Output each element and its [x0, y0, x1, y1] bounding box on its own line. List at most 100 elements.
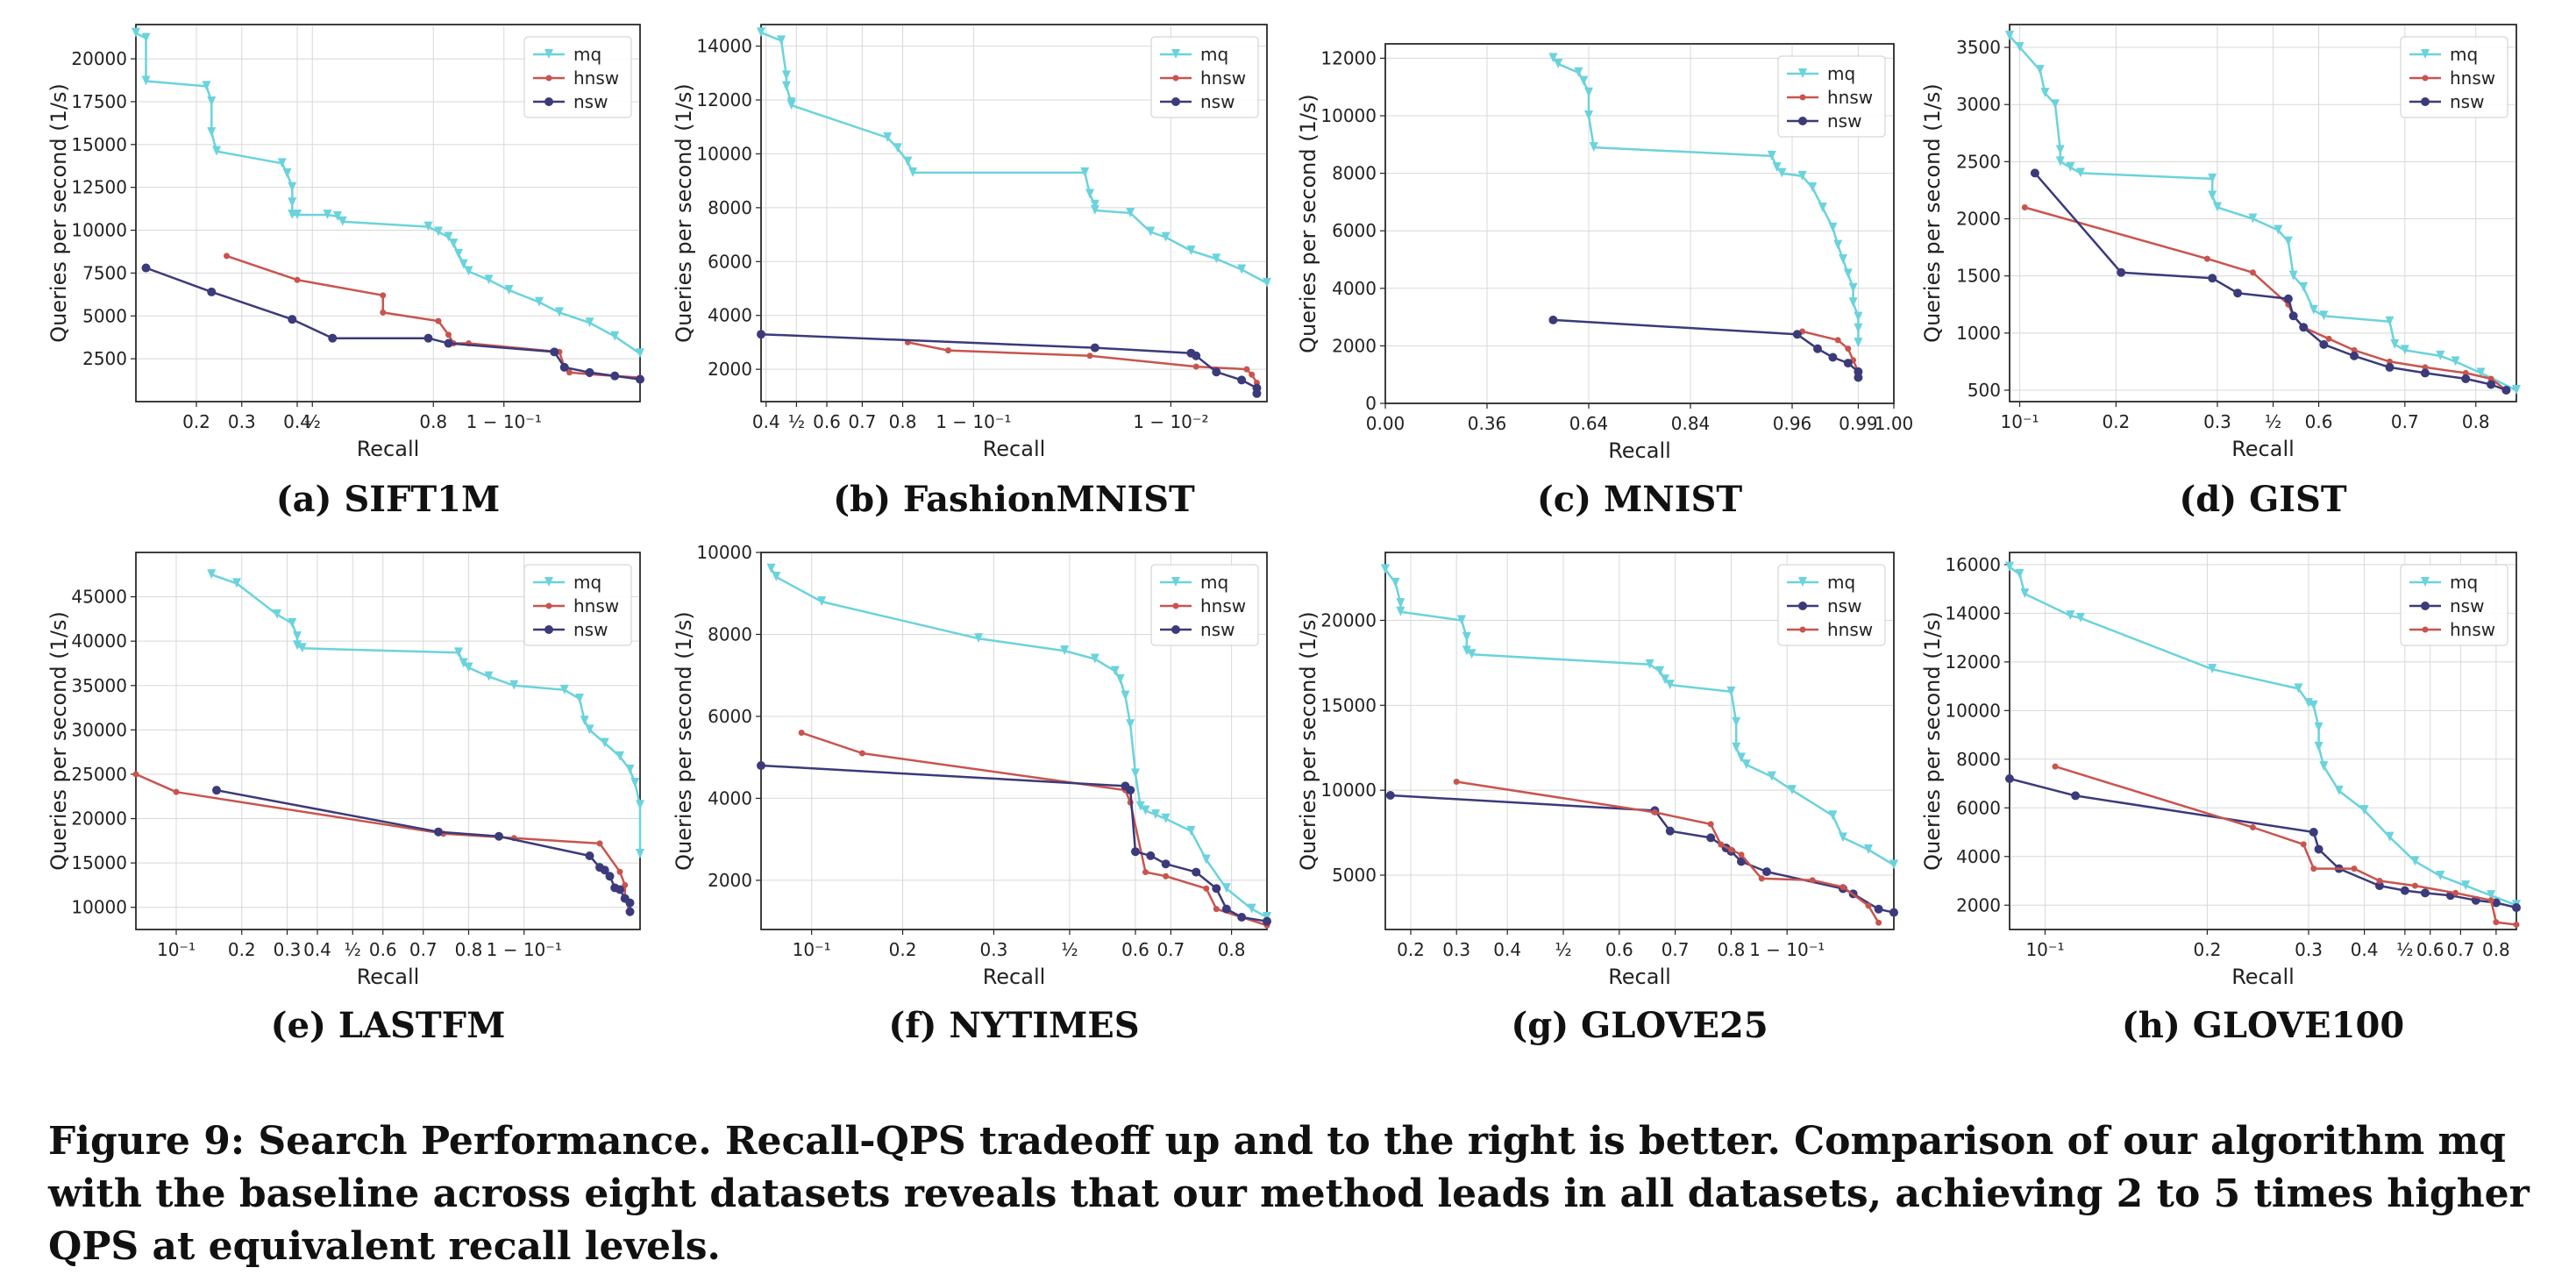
data-point-hnsw — [2300, 841, 2307, 848]
y-tick-label: 8000 — [1956, 749, 2001, 770]
legend-marker-nsw — [1798, 602, 1807, 610]
data-point-nsw — [1090, 343, 1099, 353]
x-tick-label: 0.7 — [2391, 411, 2419, 432]
series-nsw — [2005, 774, 2521, 913]
series-line-hnsw — [801, 731, 1268, 927]
legend-label-hnsw: hnsw — [1827, 87, 1873, 108]
data-point-nsw — [1854, 373, 1863, 382]
data-point-nsw — [212, 786, 221, 795]
legend-marker-nsw — [1798, 117, 1807, 125]
data-point-hnsw — [1192, 363, 1199, 370]
subfigure-caption: (a) SIFT1M — [276, 479, 501, 520]
legend-label-nsw: nsw — [1200, 619, 1235, 640]
x-tick-label: 1 − 10⁻¹ — [1749, 939, 1825, 960]
x-tick-label: 0.8 — [419, 411, 447, 432]
legend-marker-nsw — [544, 625, 553, 634]
data-point-hnsw — [2203, 255, 2210, 262]
data-point-mq — [2385, 316, 2395, 326]
y-tick-label: 15000 — [1320, 694, 1377, 716]
data-point-mq — [2040, 88, 2050, 98]
data-point-nsw — [1237, 912, 1247, 922]
legend-label-nsw: nsw — [573, 619, 608, 640]
y-tick-label: 25000 — [71, 764, 127, 785]
data-point-mq — [1767, 150, 1776, 160]
legend-label-mq: mq — [1200, 572, 1228, 593]
series-mq — [1548, 53, 1863, 348]
data-point-mq — [559, 684, 569, 694]
y-tick-label: 6000 — [1956, 797, 2001, 818]
y-tick-label: 3000 — [1956, 94, 2001, 115]
y-tick-label: 2000 — [1332, 335, 1377, 356]
data-point-mq — [1889, 859, 1898, 870]
y-tick-label: 8000 — [708, 623, 752, 645]
y-tick-label: 2500 — [82, 348, 127, 369]
data-point-mq — [555, 307, 564, 317]
data-point-mq — [2319, 310, 2329, 321]
data-point-hnsw — [2351, 865, 2358, 872]
data-point-mq — [1237, 264, 1247, 274]
data-point-hnsw — [2487, 375, 2494, 382]
data-point-hnsw — [435, 317, 442, 324]
data-point-mq — [2436, 350, 2445, 360]
data-point-mq — [484, 274, 494, 285]
data-point-mq — [2015, 568, 2025, 579]
figure-caption: Figure 9: Search Performance. Recall-QPS… — [48, 1119, 2530, 1269]
data-point-mq — [1854, 311, 1863, 322]
data-point-mq — [2309, 700, 2318, 710]
chart-panel-4: 10⁻¹ 0.2 0.3 ½ 0.6 0.7 0.8 500 1000 1500 2000 2500 3… — [1920, 24, 2521, 520]
x-tick-label: 0.6 — [2305, 411, 2333, 432]
data-point-mq — [1574, 67, 1583, 77]
legend-marker-hnsw — [2422, 626, 2429, 633]
x-tick-label: 1 − 10⁻¹ — [487, 939, 562, 960]
data-point-nsw — [1252, 388, 1262, 398]
data-point-mq — [293, 209, 302, 219]
legend-marker-nsw — [544, 97, 553, 106]
x-tick-label: 0.84 — [1671, 413, 1711, 434]
data-point-hnsw — [1203, 885, 1210, 892]
x-tick-label: 0.3 — [1442, 939, 1470, 960]
subfigure-caption: (h) GLOVE100 — [2122, 1005, 2404, 1046]
data-point-mq — [575, 693, 584, 703]
data-point-nsw — [1385, 790, 1395, 800]
data-point-mq — [2066, 161, 2075, 172]
x-tick-label: 0.6 — [1121, 939, 1149, 960]
data-point-mq — [1146, 226, 1156, 237]
data-point-mq — [2055, 156, 2065, 167]
data-point-nsw — [1828, 353, 1838, 362]
y-tick-label: 10000 — [696, 143, 752, 164]
data-point-hnsw — [2052, 763, 2059, 770]
x-tick-label: ½ — [2265, 411, 2281, 432]
y-tick-label: 14000 — [1945, 602, 2001, 623]
data-point-hnsw — [2452, 889, 2459, 896]
y-tick-label: 6000 — [708, 251, 752, 272]
y-tick-label: 4000 — [708, 787, 752, 808]
x-tick-label: 0.3 — [228, 411, 256, 432]
data-point-mq — [616, 751, 624, 761]
data-point-mq — [1864, 844, 1873, 854]
x-tick-label: 0.2 — [2102, 411, 2130, 432]
series-nsw — [2030, 168, 2511, 395]
x-tick-label: 0.4 — [303, 939, 331, 960]
data-point-mq — [1161, 813, 1171, 823]
legend-label-mq: mq — [1827, 572, 1855, 593]
chart-panel-2: 0.4 ½ 0.6 0.7 0.8 1 − 10⁻¹ 1 − 10⁻² 2000 4000 600… — [672, 24, 1271, 520]
legend-marker-mq — [1171, 49, 1180, 59]
data-point-mq — [974, 633, 984, 644]
data-point-mq — [2461, 880, 2471, 891]
data-point-mq — [1797, 170, 1807, 181]
data-point-mq — [610, 331, 620, 341]
data-point-hnsw — [1249, 371, 1256, 378]
data-point-nsw — [2501, 385, 2511, 395]
data-point-mq — [1854, 338, 1863, 348]
data-point-mq — [585, 317, 594, 328]
data-point-hnsw — [2351, 346, 2358, 353]
x-axis-label: Recall — [1608, 438, 1671, 463]
y-tick-label: 30000 — [71, 719, 127, 740]
data-point-hnsw — [1213, 906, 1220, 913]
data-point-mq — [1732, 742, 1741, 752]
data-point-hnsw — [2513, 921, 2520, 928]
